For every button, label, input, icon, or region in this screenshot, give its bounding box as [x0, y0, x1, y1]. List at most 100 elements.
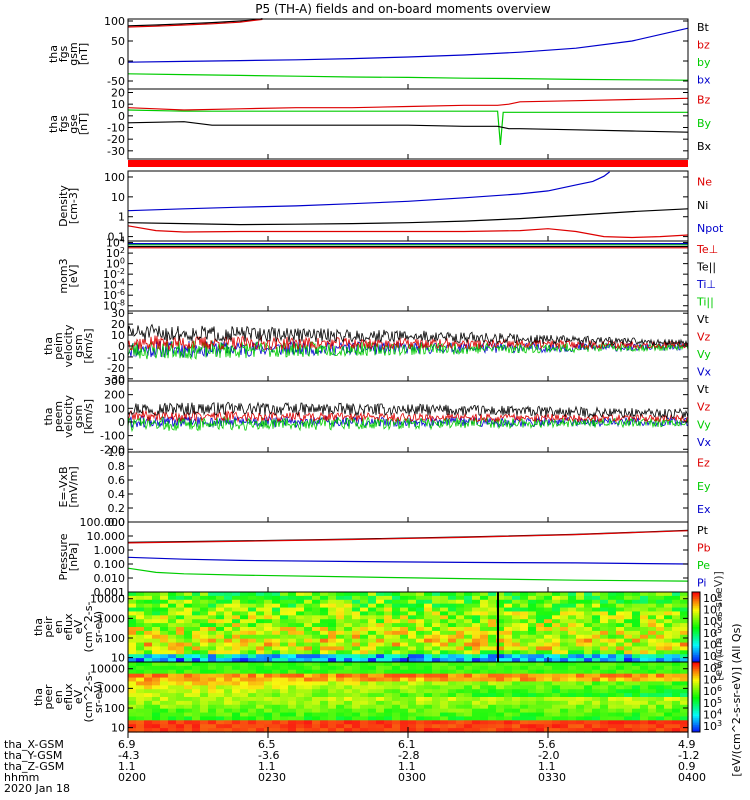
- y-tick-label: -20: [107, 362, 125, 375]
- y-tick-label: -200: [100, 443, 125, 456]
- x-tick-label: 0300: [398, 771, 426, 784]
- y-axis-label: peer: [42, 684, 55, 710]
- y-axis-label: [km/s]: [82, 328, 95, 363]
- y-tick-label: -50: [107, 75, 125, 88]
- panel-efield: 0.00.20.40.60.81.0 E=-VxB[mV/m] Ez Ey Ex: [57, 446, 711, 529]
- series-vy-line: [127, 339, 689, 361]
- y-tick-label: 0: [118, 110, 125, 123]
- y-axis-label: eV: [72, 619, 85, 634]
- y-axis-label: [eV]: [67, 265, 80, 288]
- y-tick-label: 100: [106, 257, 125, 271]
- series-pi-line: [127, 556, 689, 565]
- y-axis-label: fgs: [57, 45, 70, 62]
- legend-entry: Bz: [697, 94, 711, 107]
- y-axis-label: [nPa]: [67, 543, 80, 571]
- legend-entry: Pe: [697, 559, 710, 572]
- y-tick-label: 100: [104, 632, 125, 645]
- y-tick-label: 10-8: [103, 299, 125, 313]
- panel-frame: [127, 521, 689, 593]
- x-tick-label: -2.8: [398, 749, 419, 762]
- legend-entry: Pi: [697, 576, 706, 589]
- y-tick-label: 102: [106, 246, 125, 260]
- legend-entry: Pb: [697, 541, 711, 554]
- legend-entry: Bt: [697, 21, 710, 34]
- panel-density: 0.1 1 10 100 Density[cm-3] Ne Ni Npot: [57, 170, 724, 244]
- y-axis-label: tha: [32, 688, 45, 706]
- y-axis-label: sr-eV): [92, 681, 105, 713]
- x-tick-label: 1.1: [398, 760, 416, 773]
- y-tick-label: 10000: [90, 663, 125, 676]
- y-tick-label: 10: [111, 98, 125, 111]
- y-tick-label: 0: [118, 340, 125, 353]
- colorbar-tick-label: 106: [703, 684, 722, 698]
- legend-entry: Vt: [697, 383, 710, 396]
- legend-entry: Ez: [697, 457, 710, 470]
- y-tick-label: 10-6: [103, 288, 125, 302]
- colorbar-tick-label: 107: [703, 673, 722, 687]
- x-tick-label: 1.1: [538, 760, 556, 773]
- y-tick-label: 30: [111, 307, 125, 320]
- x-tick-label: 5.6: [538, 738, 556, 751]
- y-tick-label: 0.8: [108, 460, 126, 473]
- y-axis-label: eflux: [62, 683, 75, 711]
- y-tick-label: 0: [118, 55, 125, 68]
- y-tick-label: -10: [107, 351, 125, 364]
- x-tick-label: 0330: [538, 771, 566, 784]
- legend-entry: Vy: [697, 418, 711, 431]
- y-tick-label: 0.001: [94, 586, 126, 599]
- colorbar-tick-label: 105: [703, 626, 722, 640]
- series-ne-line: [127, 225, 689, 239]
- y-tick-label: 0.100: [94, 558, 126, 571]
- series-vy-line: [127, 416, 689, 433]
- y-tick-label: 0.1: [108, 231, 126, 244]
- legend-entry: Vt: [697, 313, 710, 326]
- y-tick-label: 50: [111, 35, 125, 48]
- legend-entry: Bx: [697, 140, 712, 153]
- y-axis-label: en: [52, 690, 65, 704]
- series-pt-line: [127, 529, 689, 543]
- x-tick-label: 0200: [118, 771, 146, 784]
- colorbar-tick-label: 105: [703, 696, 722, 710]
- y-axis-label: (cm^2-s-: [82, 602, 95, 653]
- y-tick-label: -10: [107, 122, 125, 135]
- colorbar-tick-label: 107: [703, 603, 722, 617]
- x-tick-label: 4.9: [678, 738, 696, 751]
- legend-entry: by: [697, 56, 711, 69]
- y-tick-label: 0: [118, 416, 125, 429]
- date-label: 2020 Jan 18: [4, 782, 70, 795]
- x-tick-label: -2.0: [538, 749, 559, 762]
- legend-entry: Ni: [697, 199, 708, 212]
- series-ni-line: [127, 208, 689, 226]
- y-tick-label: 104: [106, 236, 125, 250]
- legend-entry: Vz: [697, 330, 711, 343]
- y-tick-label: -20: [107, 133, 125, 146]
- x-tick-label: 0400: [678, 771, 706, 784]
- y-axis-label: velocity: [62, 324, 75, 367]
- y-tick-label: 10: [111, 652, 125, 665]
- y-tick-label: 1.0: [108, 446, 126, 459]
- x-row-label: hhmm: [4, 771, 39, 784]
- x-tick-label: 1.1: [258, 760, 276, 773]
- series-bx-line: [127, 121, 689, 133]
- y-axis-label: tha: [42, 407, 55, 425]
- colorbar-label: [eV/(cm^2-s-sr-eV)] (All Qs): [730, 623, 743, 776]
- y-axis-label: [cm-3]: [67, 188, 80, 224]
- y-axis-label: tha: [47, 45, 60, 63]
- x-tick-label: -4.3: [118, 749, 139, 762]
- legend-entry: Vx: [697, 436, 712, 449]
- y-tick-label: 100: [104, 702, 125, 715]
- y-axis-label: tha: [32, 618, 45, 636]
- series-bz-line: [127, 97, 689, 111]
- series-bx-line: [127, 27, 689, 63]
- y-axis-label: E=-VxB: [57, 466, 70, 507]
- y-tick-label: 10.000: [87, 530, 126, 543]
- y-tick-label: 20: [111, 318, 125, 331]
- series-pb-line: [127, 530, 689, 544]
